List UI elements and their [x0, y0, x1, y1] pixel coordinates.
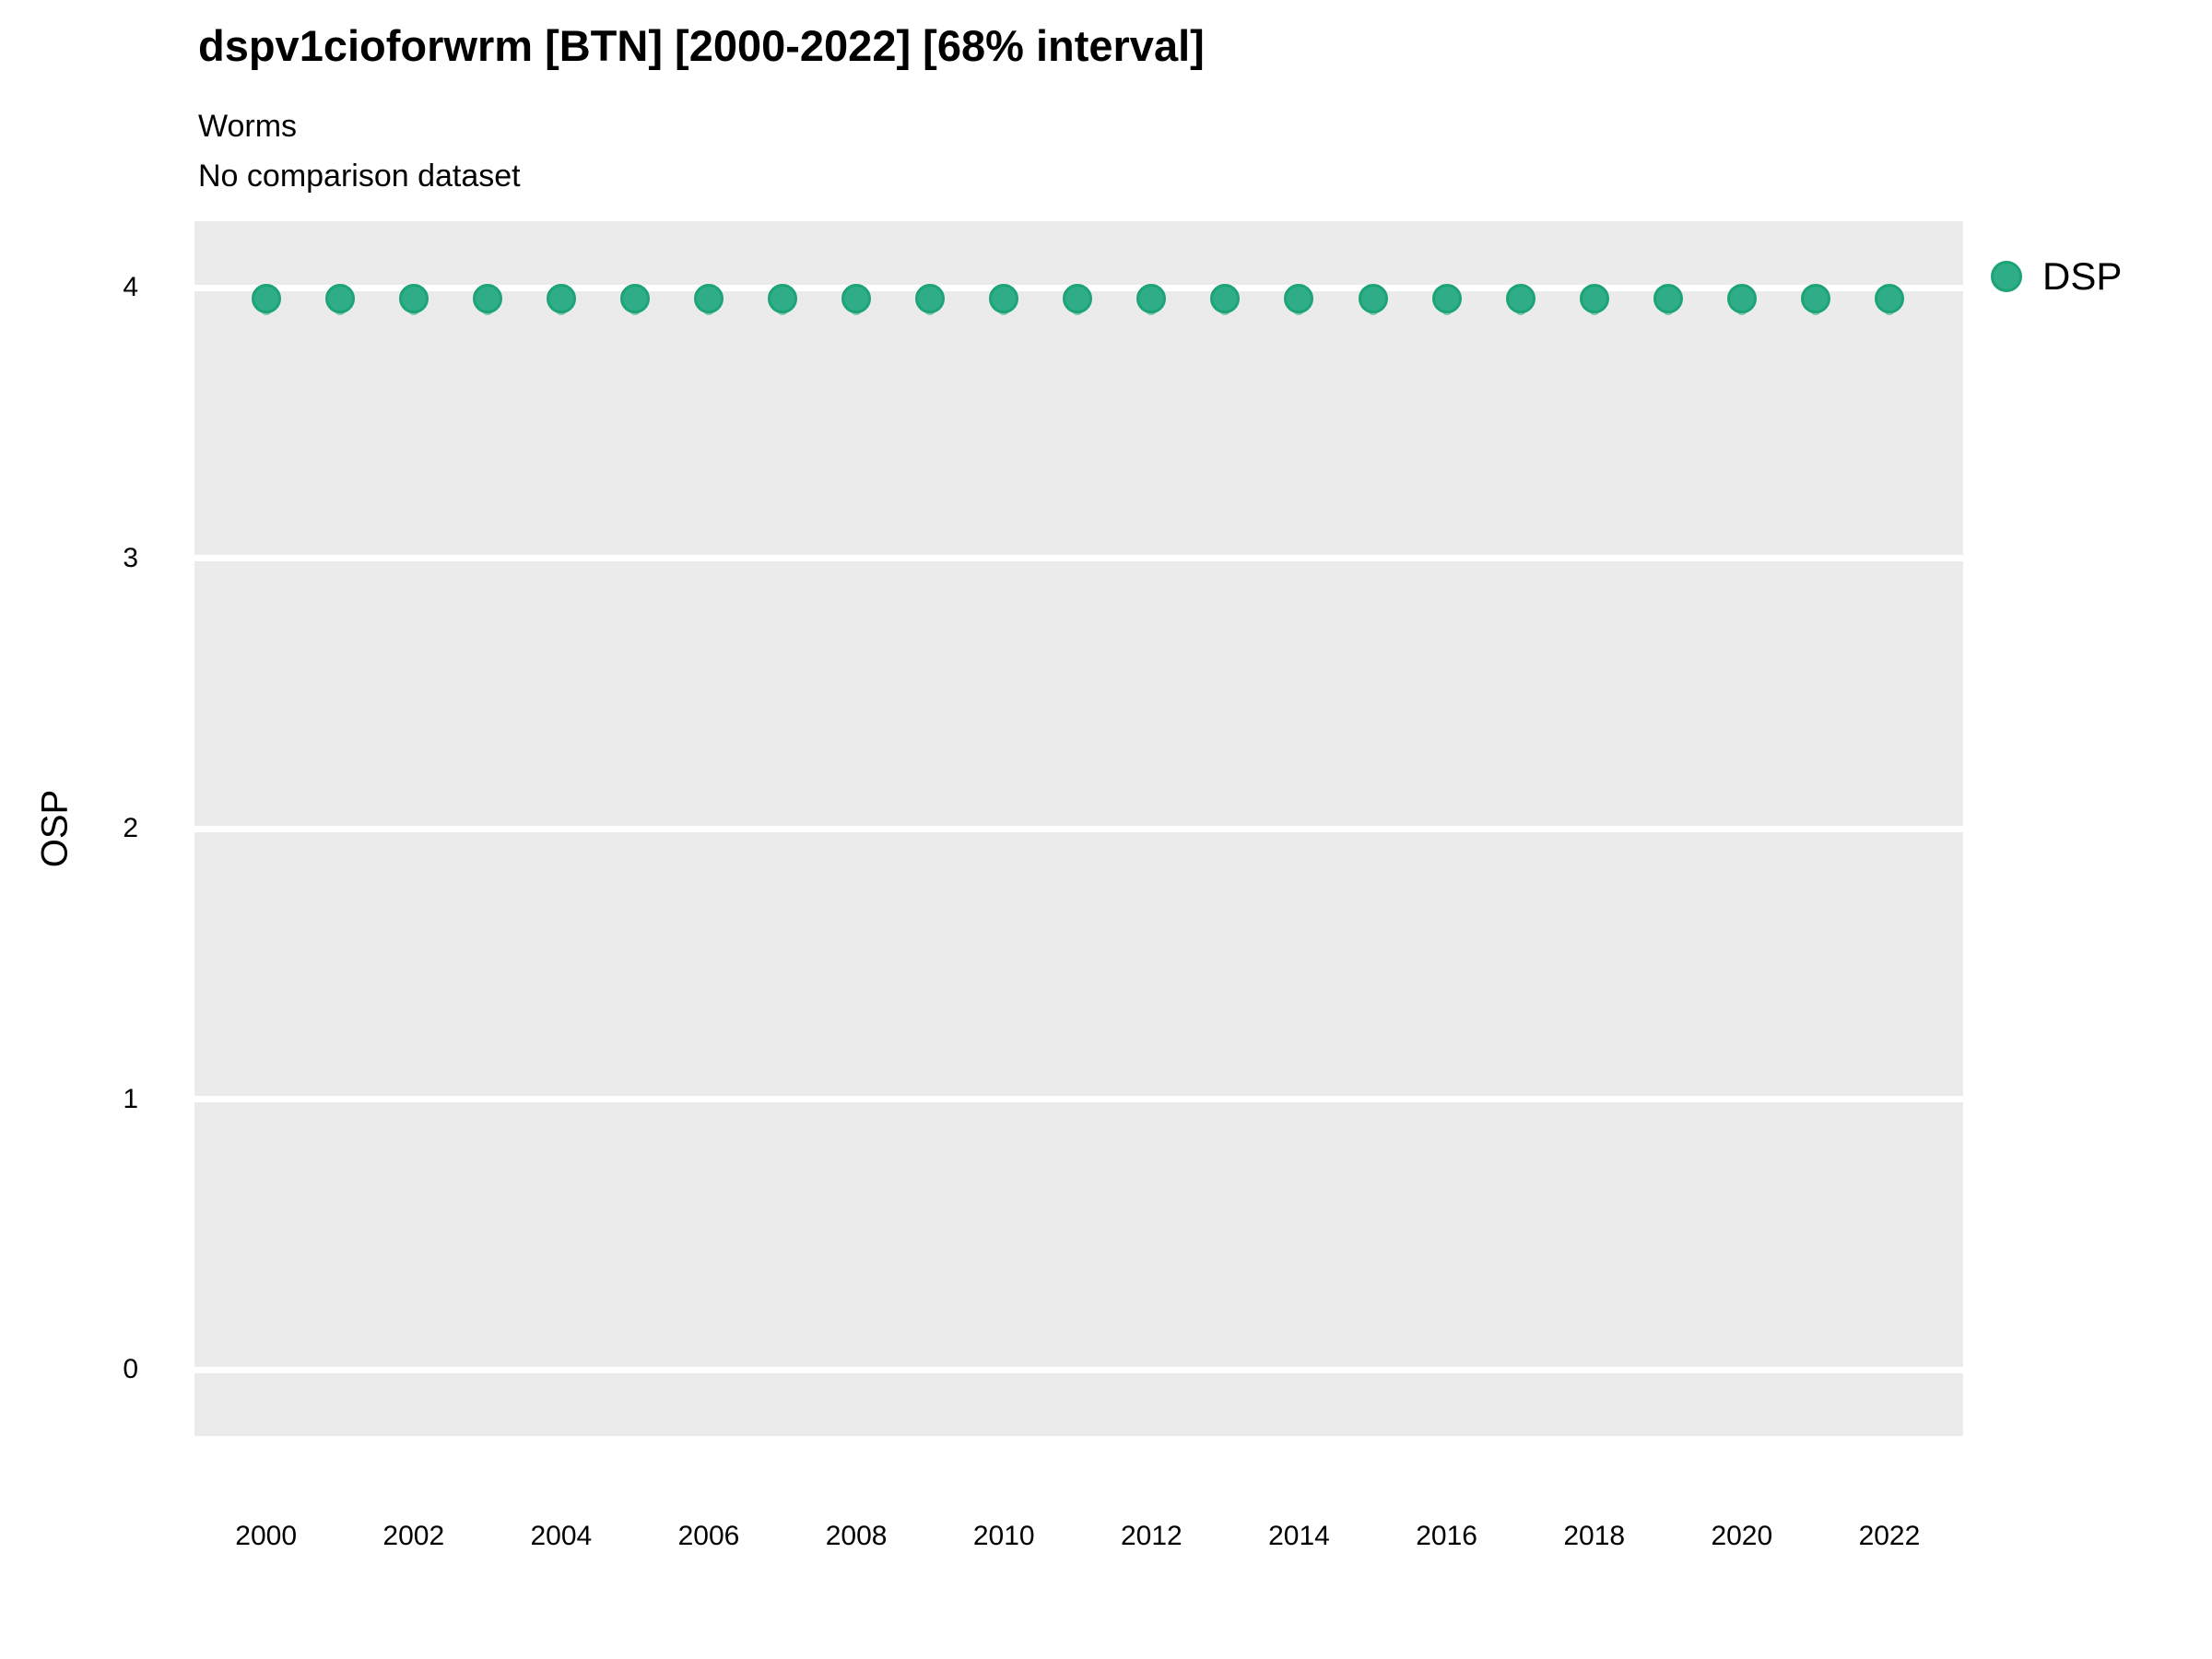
data-point-2020 [1726, 284, 1757, 314]
data-point-2021 [1800, 284, 1830, 314]
data-point-2008 [841, 284, 872, 314]
data-point-2010 [989, 284, 1019, 314]
legend: DSP [1991, 257, 2122, 296]
chart-subtitle-comparison: No comparison dataset [198, 159, 521, 194]
x-tick-label-2010: 2010 [972, 1521, 1035, 1551]
x-tick-label-2006: 2006 [677, 1521, 740, 1551]
legend-label: DSP [2042, 254, 2123, 298]
data-point-2006 [694, 284, 724, 314]
x-tick-label-2012: 2012 [1120, 1521, 1182, 1551]
gridline-y-1 [194, 1096, 1963, 1103]
data-point-2000 [251, 284, 281, 314]
legend-dot-icon [1991, 261, 2022, 292]
y-tick-label-2: 2 [123, 813, 138, 844]
x-tick-label-2008: 2008 [825, 1521, 888, 1551]
data-point-2018 [1579, 284, 1609, 314]
data-point-2019 [1653, 284, 1683, 314]
x-tick-label-2000: 2000 [235, 1521, 298, 1551]
gridline-y-2 [194, 825, 1963, 832]
x-tick-label-2014: 2014 [1268, 1521, 1330, 1551]
gridline-y-0 [194, 1366, 1963, 1373]
data-point-2017 [1505, 284, 1535, 314]
x-tick-label-2022: 2022 [1858, 1521, 1921, 1551]
y-tick-label-4: 4 [123, 272, 138, 303]
y-tick-label-1: 1 [123, 1083, 138, 1114]
x-tick-label-2018: 2018 [1563, 1521, 1626, 1551]
x-tick-label-2004: 2004 [530, 1521, 593, 1551]
data-point-2013 [1210, 284, 1241, 314]
x-tick-label-2002: 2002 [382, 1521, 445, 1551]
data-point-2007 [768, 284, 798, 314]
x-tick-label-2016: 2016 [1416, 1521, 1477, 1551]
y-tick-label-0: 0 [123, 1354, 138, 1385]
gridline-y-3 [194, 555, 1963, 562]
data-point-2014 [1284, 284, 1314, 314]
y-tick-label-3: 3 [123, 542, 138, 573]
data-point-2012 [1136, 284, 1167, 314]
data-point-2002 [398, 284, 429, 314]
data-point-2015 [1358, 284, 1388, 314]
chart-title: dspv1cioforwrm [BTN] [2000-2022] [68% in… [198, 21, 1205, 70]
data-point-2022 [1874, 284, 1904, 314]
data-point-2001 [324, 284, 355, 314]
data-point-2016 [1431, 284, 1462, 314]
data-point-2009 [915, 284, 946, 314]
data-point-2005 [619, 284, 650, 314]
data-point-2004 [546, 284, 576, 314]
x-tick-label-2020: 2020 [1711, 1521, 1773, 1551]
chart-subtitle: Worms [198, 109, 298, 144]
data-point-2011 [1063, 284, 1093, 314]
data-point-2003 [472, 284, 502, 314]
plot-panel [194, 221, 1963, 1436]
